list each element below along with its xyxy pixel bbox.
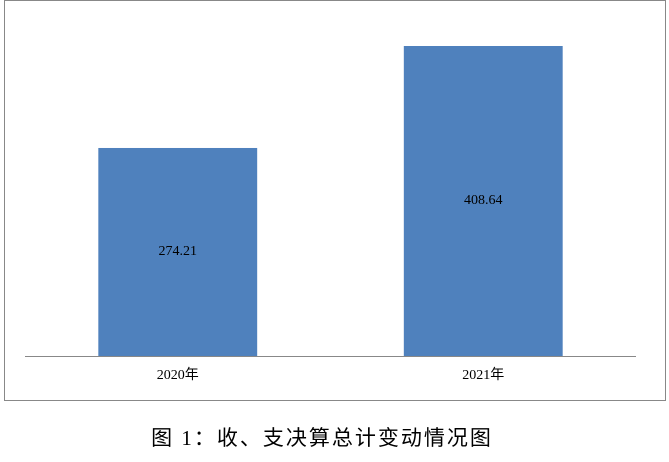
x-tick-label: 2021年 <box>462 367 504 383</box>
x-tick-label: 2020年 <box>157 367 199 383</box>
data-label: 274.21 <box>159 244 198 259</box>
chart-caption: 图 1：收、支决算总计变动情况图 <box>151 426 493 450</box>
data-label: 408.64 <box>464 193 503 208</box>
bar <box>403 46 563 356</box>
bar <box>98 147 258 356</box>
